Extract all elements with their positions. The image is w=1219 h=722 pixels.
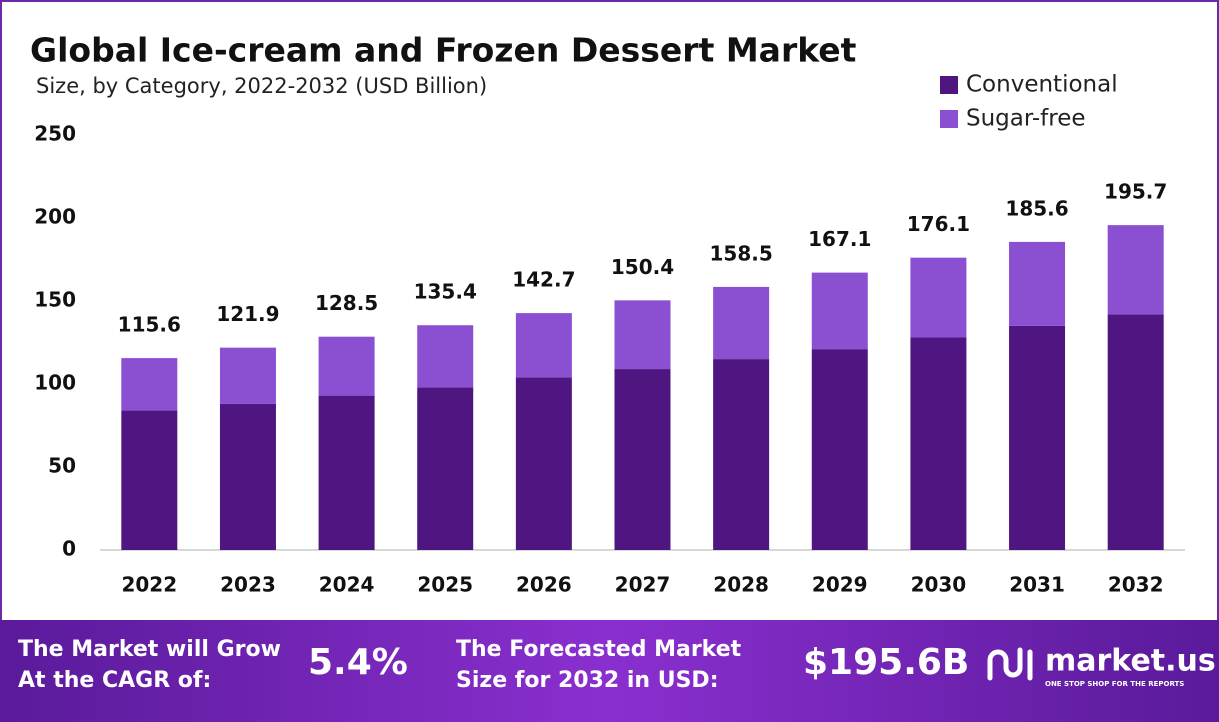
footer-value: $195.6B xyxy=(803,642,969,683)
x-tick-label: 2025 xyxy=(417,573,473,597)
bar-segment xyxy=(121,358,178,411)
x-tick-label: 2026 xyxy=(516,573,572,597)
chart-title: Global Ice-cream and Frozen Dessert Mark… xyxy=(30,31,857,70)
data-label: 158.5 xyxy=(710,241,773,265)
x-tick-label: 2022 xyxy=(121,573,177,597)
x-tick-label: 2024 xyxy=(319,573,375,597)
x-tick-label: 2027 xyxy=(615,573,671,597)
x-tick-label: 2030 xyxy=(911,573,967,597)
bar-segment xyxy=(910,257,967,338)
legend-swatch xyxy=(940,76,958,94)
y-tick-label: 150 xyxy=(34,288,76,312)
x-tick-label: 2028 xyxy=(713,573,769,597)
bar-segment xyxy=(417,325,474,388)
data-label: 176.1 xyxy=(907,212,970,236)
y-tick-label: 100 xyxy=(34,371,76,395)
bar-segment xyxy=(1009,325,1066,550)
bar-segment xyxy=(713,359,770,550)
bar-segment xyxy=(121,410,178,550)
footer-text: The Forecasted Market xyxy=(456,637,742,662)
legend-label: Sugar-free xyxy=(966,106,1086,132)
footer-text: Size for 2032 in USD: xyxy=(456,668,719,693)
bar-segment xyxy=(219,403,276,550)
data-label: 135.4 xyxy=(414,280,477,304)
footer-band xyxy=(0,620,1219,722)
x-tick-label: 2029 xyxy=(812,573,868,597)
brand-tagline: ONE STOP SHOP FOR THE REPORTS xyxy=(1045,680,1184,688)
bar-segment xyxy=(614,369,671,550)
bar-segment xyxy=(219,347,276,404)
bar-segment xyxy=(811,272,868,350)
data-label: 115.6 xyxy=(118,313,181,337)
bar-segment xyxy=(1009,241,1066,326)
y-tick-label: 50 xyxy=(48,454,76,478)
x-tick-label: 2031 xyxy=(1009,573,1065,597)
x-tick-label: 2032 xyxy=(1108,573,1164,597)
data-label: 150.4 xyxy=(611,255,674,279)
bar-segment xyxy=(1107,314,1164,550)
bar-segment xyxy=(318,336,375,396)
chart-subtitle: Size, by Category, 2022-2032 (USD Billio… xyxy=(36,74,487,98)
bar-segment xyxy=(515,313,572,378)
y-tick-label: 0 xyxy=(62,537,76,561)
bar-segment xyxy=(614,300,671,370)
bar-segment xyxy=(713,286,770,360)
data-label: 142.7 xyxy=(512,268,575,292)
bar-segment xyxy=(811,349,868,550)
x-tick-label: 2023 xyxy=(220,573,276,597)
footer-text: At the CAGR of: xyxy=(18,668,211,693)
bar-segment xyxy=(910,337,967,550)
data-label: 167.1 xyxy=(808,227,871,251)
bar-segment xyxy=(318,395,375,550)
brand-logo xyxy=(987,647,1033,681)
legend-label: Conventional xyxy=(966,72,1118,98)
data-label: 121.9 xyxy=(216,302,279,326)
bar-segment xyxy=(515,377,572,550)
data-label: 195.7 xyxy=(1104,180,1167,204)
footer-value: 5.4% xyxy=(308,642,408,683)
footer-text: The Market will Grow xyxy=(18,637,281,662)
y-tick-label: 200 xyxy=(34,205,76,229)
bar-segment xyxy=(1107,225,1164,315)
bar-segment xyxy=(417,387,474,550)
brand: market.us xyxy=(1045,644,1216,679)
legend-swatch xyxy=(940,110,958,128)
y-tick-label: 250 xyxy=(34,122,76,146)
data-label: 185.6 xyxy=(1005,196,1068,220)
data-label: 128.5 xyxy=(315,291,378,315)
